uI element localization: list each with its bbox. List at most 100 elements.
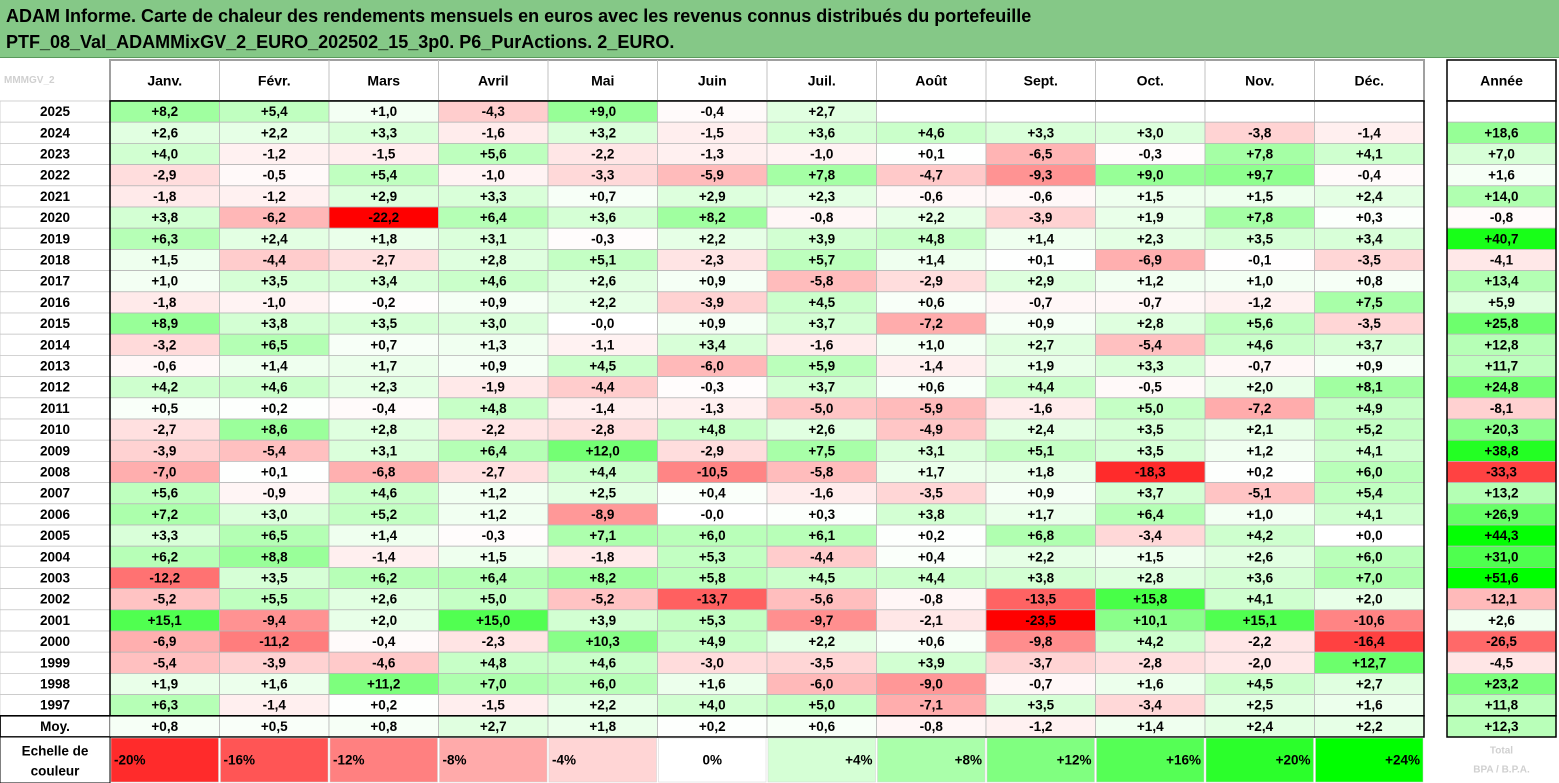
heat-cell-value: +1,4 [1137,719,1164,734]
heat-cell-value: +1,6 [1137,677,1164,692]
heat-cell-value: +3,4 [699,337,726,352]
heat-cell-value: +1,4 [261,359,288,374]
heat-cell-value: -18,3 [1135,465,1166,480]
heat-cell-value: +0,6 [918,634,945,649]
average-year-outline [1446,715,1557,738]
heat-cell-value: -1,9 [482,380,505,395]
heat-cell-value: +4,4 [1027,380,1054,395]
heat-cell-value: +0,2 [918,528,945,543]
heat-cell-value: +2,4 [1356,189,1383,204]
heat-cell-value: +2,4 [1246,719,1273,734]
legend-tick-label: -16% [224,753,256,768]
heat-cell-value: +0,2 [699,719,726,734]
heat-cell-value: -0,3 [1139,147,1163,162]
heat-cell-value: +0,6 [808,719,835,734]
heat-cell-value: -6,0 [701,359,724,374]
heat-cell-value: +3,5 [1137,422,1164,437]
heat-cell-value: -5,4 [153,655,177,670]
year-label: 2016 [40,295,71,310]
heat-cell-value: +2,8 [370,422,397,437]
heat-cell-value: +2,6 [589,274,616,289]
heat-cell-value: +5,6 [480,147,507,162]
heat-cell-value: +3,5 [261,274,288,289]
heat-cell-value: +4,6 [589,655,616,670]
heat-cell-value: +2,3 [370,380,397,395]
year-label: 1997 [40,698,70,713]
heat-cell-value: +0,3 [1356,210,1383,225]
month-header-8: Août [915,73,947,89]
heat-cell-value: +15,8 [1133,592,1168,607]
heat-cell-value: -3,3 [591,168,615,183]
heat-cell-value: +1,8 [589,719,616,734]
heat-cell-value: -5,6 [810,592,834,607]
legend-swatch [1096,737,1205,783]
heat-cell-value: -4,7 [920,168,943,183]
heat-cell-value: -4,4 [591,380,615,395]
heat-cell-value: +5,2 [370,507,397,522]
heat-cell-value: +5,6 [151,486,178,501]
heat-cell-value: -9,7 [810,613,833,628]
heat-cell-value: +2,9 [1027,274,1054,289]
year-label: 1998 [40,677,71,692]
year-label: 2004 [40,549,71,564]
year-total-value: +38,8 [1484,443,1519,458]
heat-cell-value: -10,5 [697,465,728,480]
heat-cell-value: +5,0 [480,592,507,607]
heat-cell-value: +5,4 [261,104,288,119]
heat-cell-value: +0,9 [480,359,507,374]
heat-cell-value: -3,9 [153,443,176,458]
heat-cell-value: +4,8 [918,231,945,246]
heat-cell-value: +6,1 [808,528,835,543]
heat-cell-value: +2,3 [1137,231,1164,246]
heat-cell-value: -1,4 [920,359,944,374]
heat-cell-value: +0,2 [1246,465,1273,480]
heat-cell-value: -0,7 [1248,359,1271,374]
heat-cell-value: +9,0 [589,104,616,119]
heat-cell-value: -0,3 [482,528,506,543]
heat-cell-value: +5,4 [1356,486,1383,501]
heat-cell [985,100,1096,123]
year-label: 2006 [40,507,71,522]
heat-cell-value: -2,3 [482,634,506,649]
heat-cell-value: -3,9 [701,295,724,310]
heat-cell-value: +1,4 [370,528,397,543]
heat-cell-value: +0,4 [918,549,945,564]
heat-cell-value: +3,0 [1137,125,1164,140]
year-total-value: +18,6 [1484,125,1519,140]
heat-cell-value: +9,7 [1246,168,1273,183]
heat-cell-value: -0,6 [153,359,177,374]
heat-cell-value: +7,8 [1246,210,1273,225]
heat-cell-value: +15,0 [476,613,510,628]
heat-cell-value: -2,9 [153,168,176,183]
legend-tick-label: +16% [1166,753,1201,768]
heat-cell-value: +15,1 [1243,613,1278,628]
year-total-value: +24,8 [1484,380,1519,395]
heat-cell [876,100,987,123]
heat-cell-value: -1,0 [482,168,505,183]
heat-cell-value: -2,9 [920,274,943,289]
heat-cell-value: +2,2 [699,231,726,246]
heat-cell-value: -13,5 [1025,592,1056,607]
heat-cell-value: -4,9 [920,422,943,437]
year-total-value: +40,7 [1484,231,1518,246]
average-row-label: Moy. [40,719,70,734]
heat-cell-value: -0,4 [701,104,725,119]
heat-cell-value: +0,7 [589,189,616,204]
heat-cell-value: +5,6 [1246,316,1273,331]
heat-cell-value: -1,0 [263,295,286,310]
heat-cell-value: +2,4 [261,231,288,246]
heat-cell-value: -1,3 [701,401,725,416]
heat-cell-value: +2,0 [370,613,397,628]
year-total-value: +14,0 [1484,189,1518,204]
month-header-7: Juil. [808,73,836,89]
year-total-value: +23,2 [1484,677,1518,692]
heat-cell-value: +0,5 [151,401,178,416]
year-label: 2018 [40,253,71,268]
heat-cell-value: -6,5 [1029,147,1053,162]
heat-cell-value: +0,2 [370,698,397,713]
year-label: 2025 [40,104,71,119]
heat-cell-value: +0,0 [1356,528,1383,543]
legend-tick-label: +12% [1057,753,1092,768]
heat-cell-value: -2,2 [482,422,505,437]
